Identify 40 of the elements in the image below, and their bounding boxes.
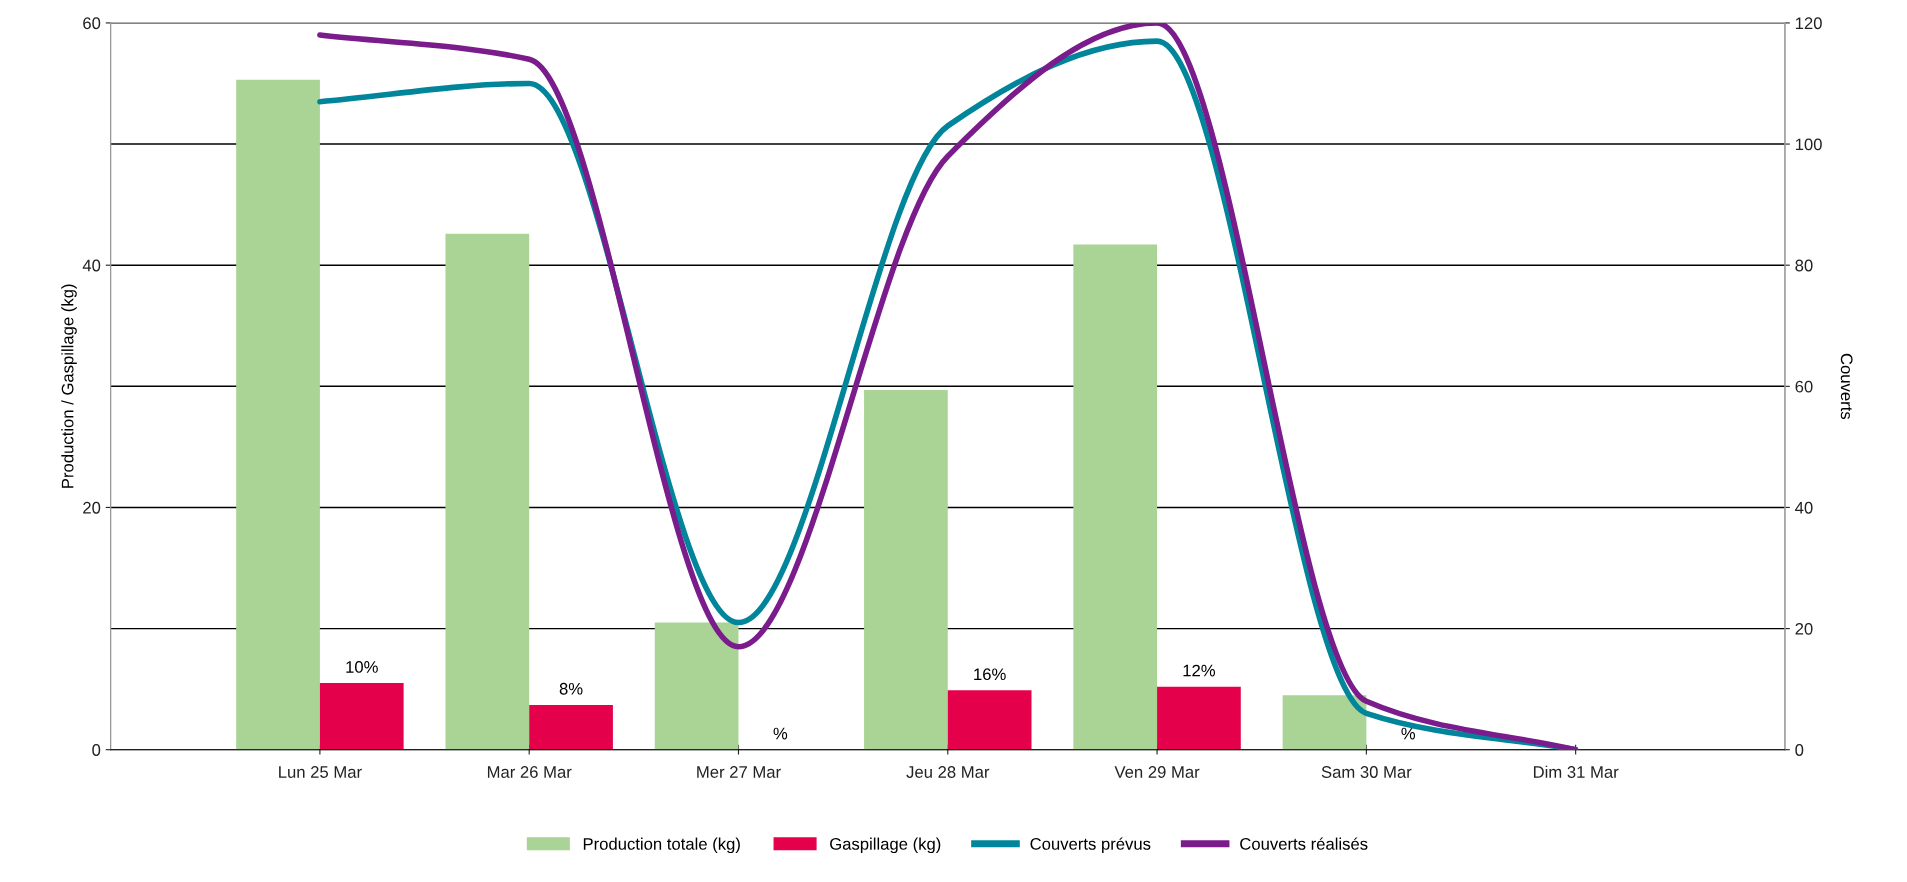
- bar: [1282, 695, 1367, 750]
- annotation: 16%: [974, 668, 1006, 681]
- y-tick-label: 60: [83, 17, 101, 30]
- bar: [947, 690, 1032, 750]
- y2-tick-label: 20: [1795, 622, 1813, 635]
- y2-tick-label: 40: [1795, 501, 1813, 514]
- y2-tick-label: 80: [1795, 259, 1813, 272]
- bar: [654, 622, 739, 750]
- y-tick-label: 0: [92, 744, 101, 756]
- bar: [1157, 686, 1241, 750]
- bar: [319, 683, 404, 750]
- legend-label: Couverts prévus: [1030, 837, 1151, 854]
- y2-tick-label: 120: [1795, 17, 1822, 30]
- annotation: 10%: [346, 661, 378, 673]
- legend-label: Gaspillage (kg): [830, 837, 941, 854]
- bar: [445, 233, 530, 750]
- y2-tick-label: 60: [1795, 380, 1813, 393]
- x-tick-label: Mar 26 Mar: [487, 766, 572, 778]
- bar: [1073, 244, 1158, 750]
- bar: [529, 704, 613, 750]
- y-axis-title: Production / Gaspillage (kg): [61, 284, 77, 488]
- legend-label: Couverts réalisés: [1240, 837, 1368, 850]
- y-tick-label: 40: [82, 259, 101, 272]
- x-tick-label: Lun 25 Mar: [279, 766, 362, 778]
- y2-tick-label: 100: [1795, 138, 1822, 151]
- x-tick-label: Dim 31 Mar: [1533, 765, 1619, 778]
- annotation: %: [1401, 727, 1416, 740]
- annotation: 12%: [1183, 664, 1216, 677]
- x-tick-label: Jeu 28 Mar: [906, 766, 990, 778]
- y2-axis-title: Couverts: [1840, 353, 1853, 420]
- legend-label: Production totale (kg): [583, 837, 740, 854]
- annotation: 8%: [559, 682, 583, 695]
- y-tick-label: 20: [83, 501, 101, 514]
- bar: [864, 389, 948, 750]
- x-tick-label: Sam 30 Mar: [1321, 766, 1412, 778]
- annotation: %: [773, 727, 788, 740]
- y2-tick-label: 0: [1795, 744, 1804, 756]
- x-tick-label: Ven 29 Mar: [1114, 766, 1200, 778]
- x-tick-label: Mer 27 Mar: [697, 766, 781, 778]
- bar: [236, 79, 320, 750]
